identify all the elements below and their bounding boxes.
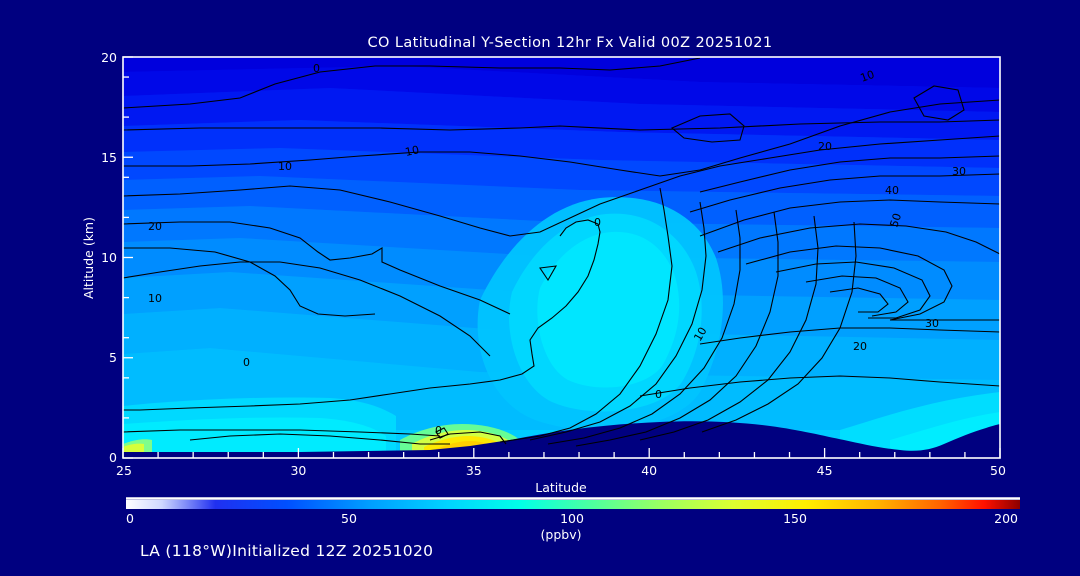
contour-label: 20	[853, 340, 867, 353]
terrain-mask	[123, 421, 1000, 458]
contour-label: 10	[404, 143, 420, 159]
colorbar: 0 50 100 150 200 (ppbv)	[126, 497, 1020, 542]
contour-label: 20	[818, 140, 832, 153]
contour-label: 30	[925, 317, 939, 330]
colorbar-units-label: (ppbv)	[541, 527, 582, 542]
colorbar-tick-label: 0	[126, 511, 134, 526]
colorbar-tick-label: 200	[994, 511, 1018, 526]
contour-label: 0	[243, 356, 250, 369]
x-tick-label: 40	[641, 463, 657, 478]
y-ticks	[123, 56, 133, 459]
colorbar-tick-label: 100	[560, 511, 584, 526]
y-tick-label: 10	[101, 250, 117, 265]
x-tick-label: 35	[466, 463, 482, 478]
contour-label: 0	[594, 216, 601, 229]
x-axis-label: Latitude	[535, 480, 587, 495]
x-tick-label: 50	[990, 463, 1006, 478]
contour-lines	[123, 57, 1000, 447]
chart-title: CO Latitudinal Y-Section 12hr Fx Valid 0…	[368, 35, 773, 51]
contour-label: 10	[691, 325, 709, 344]
contour-label: 10	[278, 160, 292, 173]
y-axis: 0 5 10 15 20 Altitude (km)	[81, 50, 133, 465]
contour-label: 30	[952, 165, 966, 178]
contour-label: 0	[655, 388, 662, 401]
colorbar-tick-label: 50	[341, 511, 357, 526]
contour-label: 10	[859, 68, 877, 85]
x-axis: 25 30 35 40 45 50 Latitude	[116, 448, 1006, 495]
y-tick-label: 0	[109, 450, 117, 465]
y-axis-label: Altitude (km)	[81, 217, 96, 299]
x-ticks	[122, 448, 1001, 458]
x-tick-label: 45	[817, 463, 833, 478]
y-tick-label: 15	[101, 150, 117, 165]
x-tick-label: 30	[290, 463, 306, 478]
figure-caption: LA (118°W)Initialized 12Z 20251020	[140, 542, 433, 560]
contour-labels: 0 10 10 10 20 10 0 0 0 10 20 30 40 50 30…	[148, 62, 966, 437]
contour-label: 0	[313, 62, 320, 75]
colorbar-tick-label: 150	[783, 511, 807, 526]
plot-area: 0 10 10 10 20 10 0 0 0 10 20 30 40 50 30…	[122, 56, 1001, 459]
contour-label: 40	[885, 184, 899, 197]
colorbar-gradient	[126, 500, 1020, 509]
contour-label: 0	[435, 424, 442, 437]
contour-label: 20	[148, 220, 162, 233]
co-field-bands	[123, 57, 1000, 458]
x-tick-label: 25	[116, 463, 132, 478]
contour-label: 10	[148, 292, 162, 305]
y-tick-label: 20	[101, 50, 117, 65]
contour-label: 50	[887, 212, 904, 229]
y-tick-label: 5	[109, 350, 117, 365]
